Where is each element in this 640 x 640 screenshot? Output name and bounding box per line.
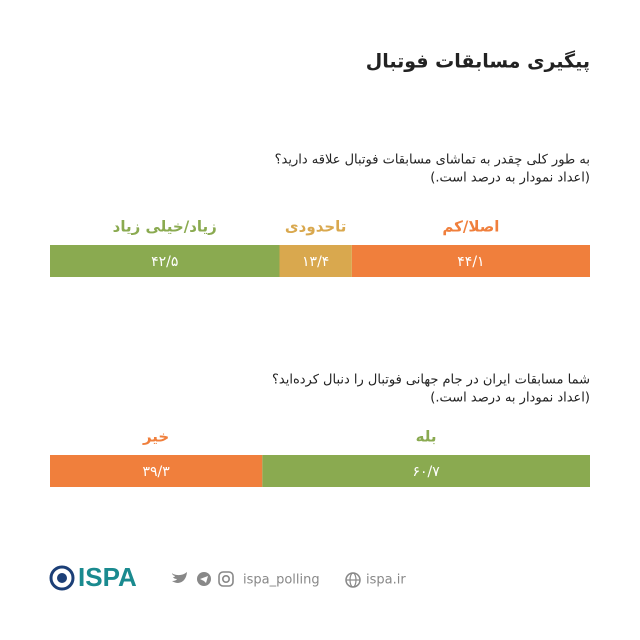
- bar-segment: [351, 245, 590, 277]
- bar-segment: [279, 245, 352, 277]
- twitter-icon: [172, 572, 187, 583]
- question: شما مسابقات ایران در جام جهانی فوتبال را…: [272, 373, 590, 388]
- value-label: ۱۳/۴: [302, 254, 329, 270]
- bar-segment: [262, 455, 590, 487]
- value-label: ۴۲/۵: [151, 254, 178, 270]
- legend-label: بله: [416, 428, 437, 446]
- value-label: ۳۹/۳: [142, 464, 170, 480]
- footer: ISPA ispa_polling ispa.ir: [49, 562, 406, 592]
- value-label: ۴۴/۱: [457, 254, 484, 270]
- value-label: ۶۰/۷: [412, 464, 440, 480]
- brand: ISPA: [78, 562, 137, 592]
- bar-segment: [50, 455, 263, 487]
- logo-mark: [57, 573, 67, 583]
- page-title: پیگیری مسابقات فوتبال: [366, 50, 590, 73]
- note: (اعداد نمودار به درصد است.): [430, 391, 590, 406]
- legend-label: تاحدودی: [285, 218, 347, 236]
- bar-segment: [50, 245, 280, 277]
- question: به طور کلی چقدر به تماشای مسابقات فوتبال…: [275, 153, 590, 168]
- instagram-icon: [222, 574, 231, 583]
- note: (اعداد نمودار به درصد است.): [430, 171, 590, 186]
- instagram-icon: [218, 571, 234, 587]
- legend-label: اصلا/کم: [442, 218, 499, 236]
- legend-label: خیر: [142, 428, 169, 446]
- legend-label: زیاد/خیلی زیاد: [113, 218, 217, 236]
- social-handle: ispa_polling: [243, 573, 320, 588]
- telegram-icon: [200, 576, 208, 583]
- website: ispa.ir: [366, 573, 406, 588]
